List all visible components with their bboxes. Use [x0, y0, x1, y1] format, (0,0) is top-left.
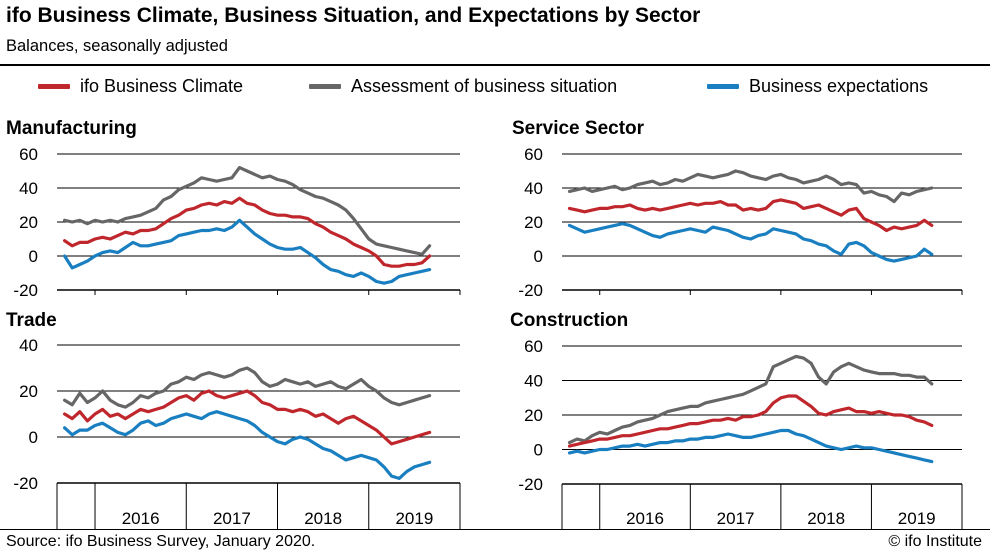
series-line-climate: [62, 196, 432, 268]
legend: ifo Business Climate Assessment of busin…: [0, 76, 990, 100]
chart-panel-manufacturing: Manufacturing 60 40 20 0 -20: [6, 118, 461, 300]
y-tick-label: 0: [534, 441, 543, 460]
series-line-expectations: [62, 410, 432, 480]
legend-item-expectations: Business expectations: [707, 76, 928, 97]
copyright-note: © ifo Institute: [888, 533, 982, 550]
y-tick-label: 20: [524, 213, 543, 232]
y-tick-label: 20: [524, 406, 543, 425]
legend-swatch-climate: [38, 84, 70, 89]
y-tick-label: -20: [518, 475, 543, 494]
y-tick-label: 0: [29, 247, 38, 266]
y-tick-label: 0: [29, 428, 38, 447]
legend-label-situation: Assessment of business situation: [351, 76, 618, 96]
legend-item-climate: ifo Business Climate: [38, 76, 243, 97]
legend-item-situation: Assessment of business situation: [309, 76, 617, 97]
y-tick-label: 60: [19, 145, 38, 164]
panel-title: Trade: [6, 310, 57, 331]
y-tick-label: 40: [524, 179, 543, 198]
y-tick-label: 60: [524, 337, 543, 356]
series-line-expectations: [62, 218, 432, 285]
x-tick-label: 2016: [626, 509, 664, 528]
y-tick-label: 0: [534, 247, 543, 266]
legend-swatch-expectations: [707, 84, 739, 89]
series-line-expectations: [567, 222, 934, 263]
series-line-climate: [567, 394, 934, 448]
y-tick-label: 20: [19, 382, 38, 401]
chart-title: ifo Business Climate, Business Situation…: [6, 4, 701, 27]
legend-label-climate: ifo Business Climate: [80, 76, 244, 96]
chart-panel-service-sector: Service Sector 60 40 20 0 -20: [512, 118, 963, 300]
y-tick-label: -20: [13, 474, 38, 493]
y-tick-label: 40: [19, 336, 38, 355]
series-line-situation: [62, 366, 432, 409]
source-note: Source: ifo Business Survey, January 202…: [6, 533, 316, 550]
y-tick-label: -20: [518, 281, 543, 300]
x-tick-label: 2017: [717, 509, 755, 528]
x-tick-label: 2019: [898, 509, 936, 528]
legend-label-expectations: Business expectations: [749, 76, 929, 96]
x-tick-label: 2019: [395, 509, 433, 528]
y-tick-label: 40: [19, 179, 38, 198]
panel-title: Manufacturing: [6, 118, 137, 139]
series-line-climate: [62, 389, 432, 446]
chart-subtitle: Balances, seasonally adjusted: [6, 37, 228, 55]
panel-title: Construction: [510, 310, 628, 331]
panel-title: Service Sector: [512, 118, 645, 139]
header-rule: [0, 64, 990, 66]
series-line-situation: [567, 169, 934, 204]
chart-panel-trade: Trade 40 20 0 -20 2016 2017 2018 2019: [6, 310, 461, 530]
x-tick-label: 2018: [304, 509, 342, 528]
y-tick-label: 40: [524, 372, 543, 391]
x-tick-label: 2016: [122, 509, 160, 528]
footer-rule: [0, 529, 990, 530]
chart-panel-construction: Construction 60 40 20 0 -20 2016 2017 2018 2019: [510, 310, 963, 530]
series-line-expectations: [567, 428, 934, 464]
y-tick-label: 60: [524, 145, 543, 164]
x-tick-label: 2017: [213, 509, 251, 528]
legend-swatch-situation: [309, 84, 341, 89]
series-line-situation: [567, 354, 934, 445]
y-tick-label: -20: [13, 281, 38, 300]
series-line-climate: [567, 198, 934, 233]
x-tick-label: 2018: [807, 509, 845, 528]
y-tick-label: 20: [19, 213, 38, 232]
series-line-situation: [62, 166, 432, 256]
